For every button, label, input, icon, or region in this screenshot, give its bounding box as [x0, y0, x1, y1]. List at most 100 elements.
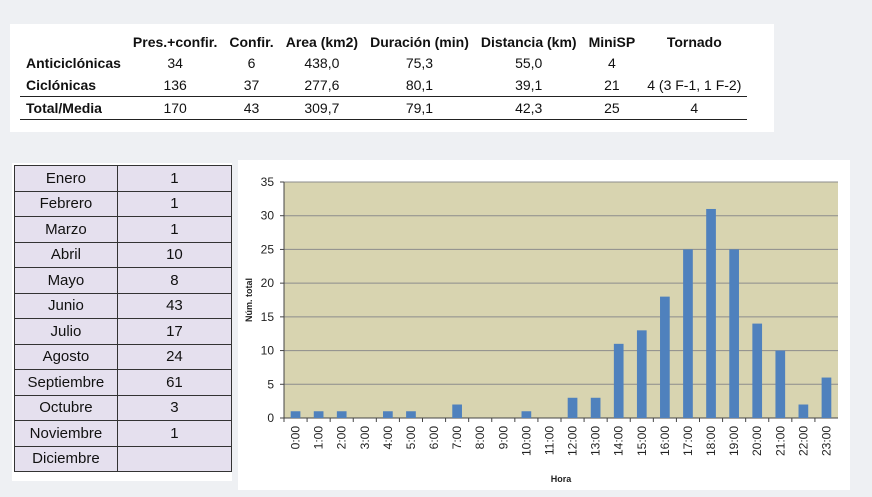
y-tick-label: 20 [261, 276, 275, 290]
month-value: 1 [116, 190, 233, 217]
month-row: Abril 10 [14, 241, 233, 268]
x-tick-label: 19:00 [727, 426, 741, 456]
month-value: 10 [116, 241, 233, 268]
summary-row: Total/Media 170 43 309,7 79,1 42,3 25 4 [20, 96, 748, 120]
x-tick-label: 18:00 [704, 426, 718, 456]
y-axis-title: Núm. total [244, 278, 254, 322]
month-row: Enero 1 [14, 165, 233, 192]
summary-cell: 136 [163, 77, 187, 93]
x-tick-label: 11:00 [542, 426, 556, 455]
y-tick-label: 30 [261, 209, 275, 223]
x-tick-label: 0:00 [289, 426, 303, 450]
month-value: 43 [116, 292, 233, 319]
bar [660, 296, 670, 418]
month-panel: Enero 1 Febrero 1 Marzo 1 Abril 10 Mayo 8 Junio 43 J… [12, 163, 233, 481]
summary-cell: 170 [126, 96, 224, 120]
chart-panel: 0 5 10 15 20 25 30 35 0:00 1:00 2:00 3:00 4:00 5:00 6:… [238, 160, 850, 490]
y-tick-label: 5 [267, 377, 274, 391]
bar [452, 404, 462, 418]
summary-cell: 55,0 [515, 55, 543, 71]
month-row: Octubre 3 [14, 394, 233, 421]
summary-cell: 34 [167, 55, 183, 71]
y-tick-label: 0 [267, 411, 274, 425]
month-name: Mayo [14, 267, 118, 294]
bar [683, 249, 693, 418]
x-tick-label: 22:00 [796, 426, 810, 456]
month-row: Agosto 24 [14, 343, 233, 370]
month-name: Diciembre [14, 445, 118, 472]
x-tick-label: 5:00 [404, 426, 418, 450]
bar [798, 404, 809, 418]
month-table: Enero 1 Febrero 1 Marzo 1 Abril 10 Mayo 8 Junio 43 J… [14, 165, 233, 472]
summary-row: Ciclónicas 136 37 277,6 80,1 39,1 21 4 (3 F-1, … [20, 74, 747, 97]
month-value [116, 445, 233, 472]
month-name: Enero [14, 165, 118, 192]
summary-cell: 39,1 [515, 77, 543, 93]
hourly-bar-chart: 0 5 10 15 20 25 30 35 0:00 1:00 2:00 3:00 4:00 5:00 6:… [244, 175, 838, 484]
month-value: 3 [116, 394, 233, 421]
summary-table: Pres.+confir. Confir. Area (km2) Duración (… [20, 32, 748, 120]
y-tick-label: 10 [261, 344, 275, 358]
month-value: 1 [116, 216, 233, 243]
y-tick-label: 25 [261, 242, 275, 256]
summary-cell: 438,0 [304, 55, 340, 71]
month-name: Abril [14, 241, 118, 268]
x-tick-label: 3:00 [358, 426, 372, 450]
bar [613, 343, 624, 418]
summary-cell: 6 [247, 55, 256, 71]
bar [706, 208, 716, 418]
x-tick-label: 1:00 [312, 426, 326, 450]
summary-cell: 25 [582, 96, 642, 120]
summary-row: Anticiclónicas 34 6 438,0 75,3 55,0 4 [20, 52, 747, 74]
summary-header-cell [20, 32, 127, 52]
x-tick-label: 14:00 [612, 426, 626, 456]
x-tick-label: 17:00 [681, 426, 695, 456]
summary-row-label: Ciclónicas [26, 77, 97, 93]
month-value: 61 [116, 369, 233, 396]
x-tick-label: 7:00 [450, 426, 464, 450]
month-value: 8 [116, 267, 233, 294]
month-name: Marzo [14, 216, 118, 243]
x-tick-label: 15:00 [635, 426, 649, 456]
x-tick-label: 21:00 [773, 426, 787, 456]
summary-cell: 309,7 [279, 96, 365, 120]
summary-header-cell: Tornado [666, 34, 722, 50]
summary-cell: 4 [608, 55, 616, 71]
summary-cell: 4 (3 F-1, 1 F-2) [647, 77, 742, 93]
month-row: Junio 43 [14, 292, 233, 319]
summary-cell: 80,1 [405, 77, 434, 93]
month-row: Marzo 1 [14, 216, 233, 243]
month-row: Julio 17 [14, 318, 233, 345]
x-tick-label: 13:00 [589, 426, 603, 456]
summary-header-cell: Area (km2) [285, 34, 359, 50]
x-tick-label: 20:00 [750, 426, 764, 456]
month-name: Octubre [14, 394, 118, 421]
month-name: Junio [14, 292, 118, 319]
summary-cell: 79,1 [364, 96, 475, 120]
bar [775, 350, 786, 418]
x-tick-label: 8:00 [473, 426, 487, 450]
x-tick-label: 4:00 [381, 426, 395, 450]
summary-row-label: Total/Media [20, 96, 127, 120]
month-name: Agosto [14, 343, 118, 370]
month-row: Septiembre 61 [14, 369, 233, 396]
month-value: 24 [116, 343, 233, 370]
x-tick-label: 2:00 [335, 426, 349, 450]
summary-cell: 75,3 [405, 55, 434, 71]
x-tick-label: 10:00 [519, 426, 533, 456]
y-tick-label: 35 [261, 175, 275, 189]
summary-cell: 43 [223, 96, 280, 120]
summary-header-row: Pres.+confir. Confir. Area (km2) Duración (… [20, 32, 747, 52]
bar [406, 411, 416, 418]
month-value: 17 [116, 318, 233, 345]
x-tick-label: 12:00 [566, 426, 580, 456]
bar [336, 411, 347, 418]
summary-header-cell: Confir. [229, 34, 274, 50]
bar [383, 411, 393, 418]
y-tick-label: 15 [261, 310, 275, 324]
summary-header-cell: Distancia (km) [480, 34, 577, 50]
summary-cell: 21 [604, 77, 620, 93]
month-name: Julio [14, 318, 118, 345]
bar [729, 249, 739, 418]
bar [821, 377, 832, 418]
